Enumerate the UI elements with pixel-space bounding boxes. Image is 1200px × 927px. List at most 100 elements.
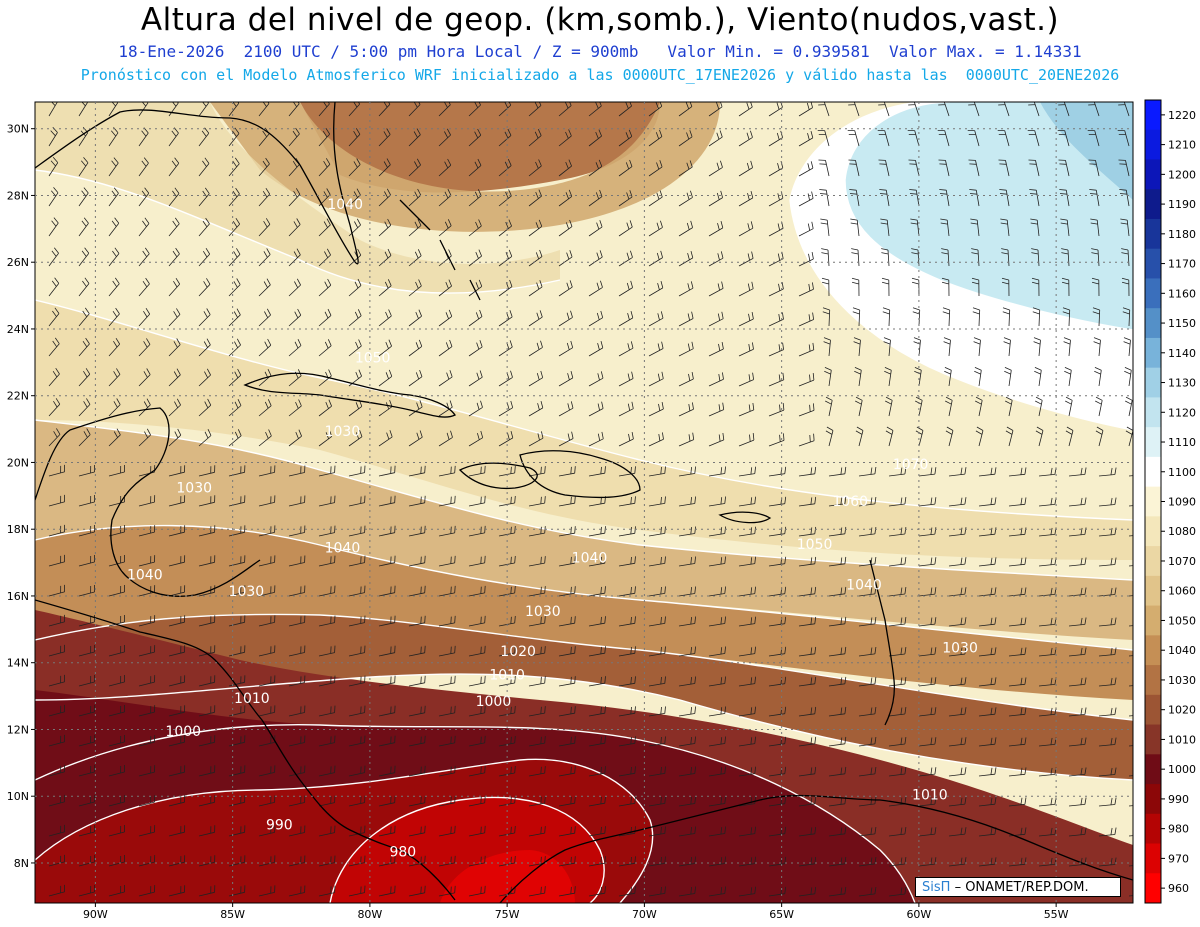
wind-barb xyxy=(888,527,907,537)
wind-barb xyxy=(948,467,967,477)
wind-barb xyxy=(558,646,576,657)
wind-barb xyxy=(48,614,65,627)
wind-barb xyxy=(468,340,483,357)
lat-label: 26N xyxy=(7,256,29,269)
contour-label: 1030 xyxy=(942,641,978,657)
colorbar-label: 1200 xyxy=(1168,168,1196,181)
wind-barb xyxy=(907,130,920,147)
wind-barb xyxy=(348,765,366,777)
wind-barb xyxy=(288,885,306,897)
wind-barb xyxy=(1093,337,1101,357)
wind-barb xyxy=(438,795,456,807)
wind-barb xyxy=(228,308,241,327)
wind-barb xyxy=(108,644,125,657)
wind-barb xyxy=(558,310,573,327)
wind-barb xyxy=(78,187,89,207)
lat-label: 8N xyxy=(14,857,29,870)
wind-barb xyxy=(468,645,486,657)
wind-barb xyxy=(1128,895,1133,897)
wind-barb xyxy=(168,645,186,657)
wind-barb xyxy=(438,555,456,567)
wind-barb xyxy=(822,307,831,327)
wind-barb xyxy=(348,885,366,897)
wind-barb xyxy=(941,248,950,267)
wind-barb xyxy=(528,189,542,207)
wind-barb xyxy=(1128,715,1133,717)
wind-barb xyxy=(618,341,634,357)
wind-barb xyxy=(468,705,486,717)
wind-barb xyxy=(528,370,544,387)
wind-barb xyxy=(318,645,336,657)
wind-barb xyxy=(108,102,119,117)
wind-barb xyxy=(438,615,456,627)
wind-barb xyxy=(1098,497,1117,507)
wind-barb xyxy=(258,885,276,897)
wind-barb xyxy=(824,367,832,387)
wind-barb xyxy=(768,433,785,447)
wind-barb xyxy=(558,370,574,387)
wind-barb xyxy=(228,555,246,567)
wind-barb xyxy=(918,767,937,777)
wind-barb xyxy=(975,396,983,417)
wind-barb xyxy=(348,369,362,387)
wind-barb xyxy=(798,586,817,597)
colorbar-swatch xyxy=(1145,100,1161,131)
wind-barb xyxy=(738,556,756,567)
wind-barb xyxy=(108,337,121,357)
wind-barb xyxy=(498,370,513,387)
wind-barb xyxy=(708,251,724,267)
wind-barb xyxy=(948,527,967,537)
wind-barb xyxy=(498,219,512,237)
wind-barb xyxy=(618,556,636,567)
map-title: Altura del nivel de geop. (km,somb.), Vi… xyxy=(140,2,1060,38)
wind-barb xyxy=(978,677,997,687)
wind-barb xyxy=(348,278,362,297)
wind-barb xyxy=(528,159,542,177)
wind-barb xyxy=(1098,677,1117,687)
wind-barb xyxy=(798,130,814,147)
wind-barb xyxy=(468,615,486,627)
wind-barb xyxy=(883,337,891,357)
wind-barb xyxy=(78,764,95,777)
wind-barb xyxy=(798,796,817,807)
contour-labels: 1040 1050 1030 1030 1040 1040 1030 1040 1030 1020… xyxy=(127,197,978,860)
wind-barb xyxy=(738,766,756,777)
wind-barb xyxy=(937,130,950,147)
wind-barb xyxy=(48,554,65,567)
wind-barb xyxy=(348,339,362,357)
wind-barb xyxy=(588,431,604,447)
wind-barb xyxy=(973,337,981,357)
wind-barb xyxy=(228,278,241,297)
wind-barb xyxy=(1027,130,1040,147)
wind-barb xyxy=(48,127,58,147)
wind-barb xyxy=(618,646,636,657)
contour-label: 1020 xyxy=(500,644,536,660)
wind-barb xyxy=(258,465,276,477)
contour-label: 1070 xyxy=(893,457,929,473)
wind-barb xyxy=(258,218,271,237)
colorbar-swatch xyxy=(1145,248,1161,279)
wind-barb xyxy=(1128,745,1133,747)
wind-barb xyxy=(708,676,726,687)
wind-barb xyxy=(948,797,967,807)
wind-barb xyxy=(821,248,830,267)
wind-barb xyxy=(1034,367,1042,387)
wind-barb xyxy=(618,766,636,777)
wind-barb xyxy=(438,158,452,177)
wind-barb xyxy=(468,128,482,147)
wind-barb xyxy=(618,706,636,717)
wind-barb xyxy=(438,525,456,537)
wind-barb xyxy=(945,396,953,417)
wind-barb xyxy=(138,645,156,657)
wind-barb xyxy=(998,102,1010,117)
wind-barb xyxy=(618,526,636,537)
colorbar-label: 1080 xyxy=(1168,525,1196,538)
wind-barb xyxy=(408,795,426,807)
wind-barb xyxy=(1128,655,1133,657)
lon-label: 60W xyxy=(906,908,931,921)
wind-barb xyxy=(168,495,186,507)
wind-barb xyxy=(978,797,997,807)
wind-barb xyxy=(678,160,693,177)
wind-barb xyxy=(198,825,216,837)
wind-barb xyxy=(1098,797,1117,807)
